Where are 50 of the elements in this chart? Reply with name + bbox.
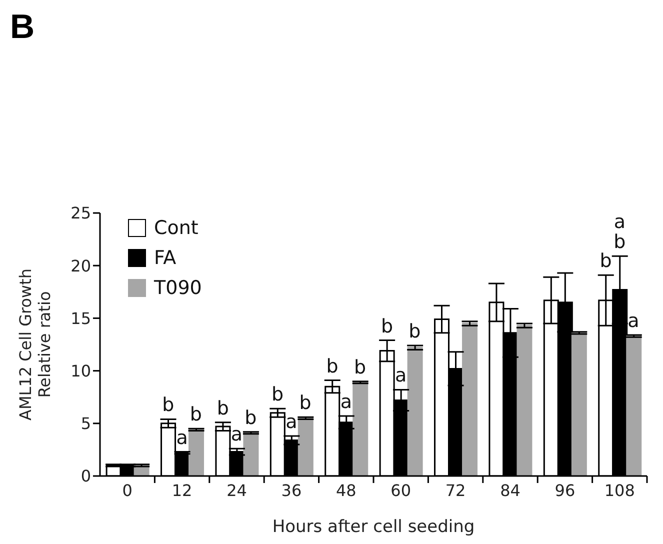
x-tick-label: 72 [445,481,466,500]
x-axis-title: Hours after cell seeding [272,517,475,537]
legend-label: Cont [154,217,198,239]
annotation: b [380,315,394,338]
x-tick-label: 96 [554,481,576,500]
chart-title: B [10,8,35,47]
annotation: a [628,310,640,332]
x-tick-label: 12 [172,481,192,500]
annotation: a [395,364,407,387]
y-tick-label: 10 [70,361,91,380]
y-axis-title: AML12 Cell Growth Relative ratio [16,268,54,421]
x-tick-label: 60 [390,481,412,500]
annotation: a [614,211,626,234]
bar [626,335,642,476]
x-tick-label: 36 [281,481,302,500]
annotation: b [244,406,257,429]
legend-label: T090 [154,277,202,299]
bar [407,346,423,476]
annotation: a [286,411,298,434]
legend-label: FA [154,247,176,269]
annotation: b [354,356,366,378]
x-tick-label: 48 [336,481,356,500]
bar [298,417,314,476]
annotation: b [162,394,174,416]
bar [188,428,204,476]
x-tick-label: 0 [122,481,132,500]
annotation: b [408,320,421,343]
annotation: b [299,392,312,414]
y-tick-label: 20 [70,256,91,276]
bar [462,322,478,476]
annotation: a [230,424,243,446]
x-tick-label: 84 [500,481,520,500]
bar [352,382,368,476]
bar [243,432,259,476]
annotation: b [272,384,284,406]
y-tick-label: 25 [70,204,91,223]
y-tick-label: 15 [70,308,91,328]
bar [516,324,532,476]
x-tick-label: 108 [604,481,635,500]
x-tick-label: 24 [226,481,247,500]
annotation: b [326,355,338,378]
y-tick-label: 5 [80,414,91,434]
annotation: b [190,404,202,426]
annotation: a [340,391,352,414]
annotation: b [216,397,229,420]
annotation: a [176,426,188,449]
bar [571,332,587,476]
annotation: b [614,231,626,254]
annotation: b [600,250,612,272]
y-tick-label: 0 [80,466,91,486]
